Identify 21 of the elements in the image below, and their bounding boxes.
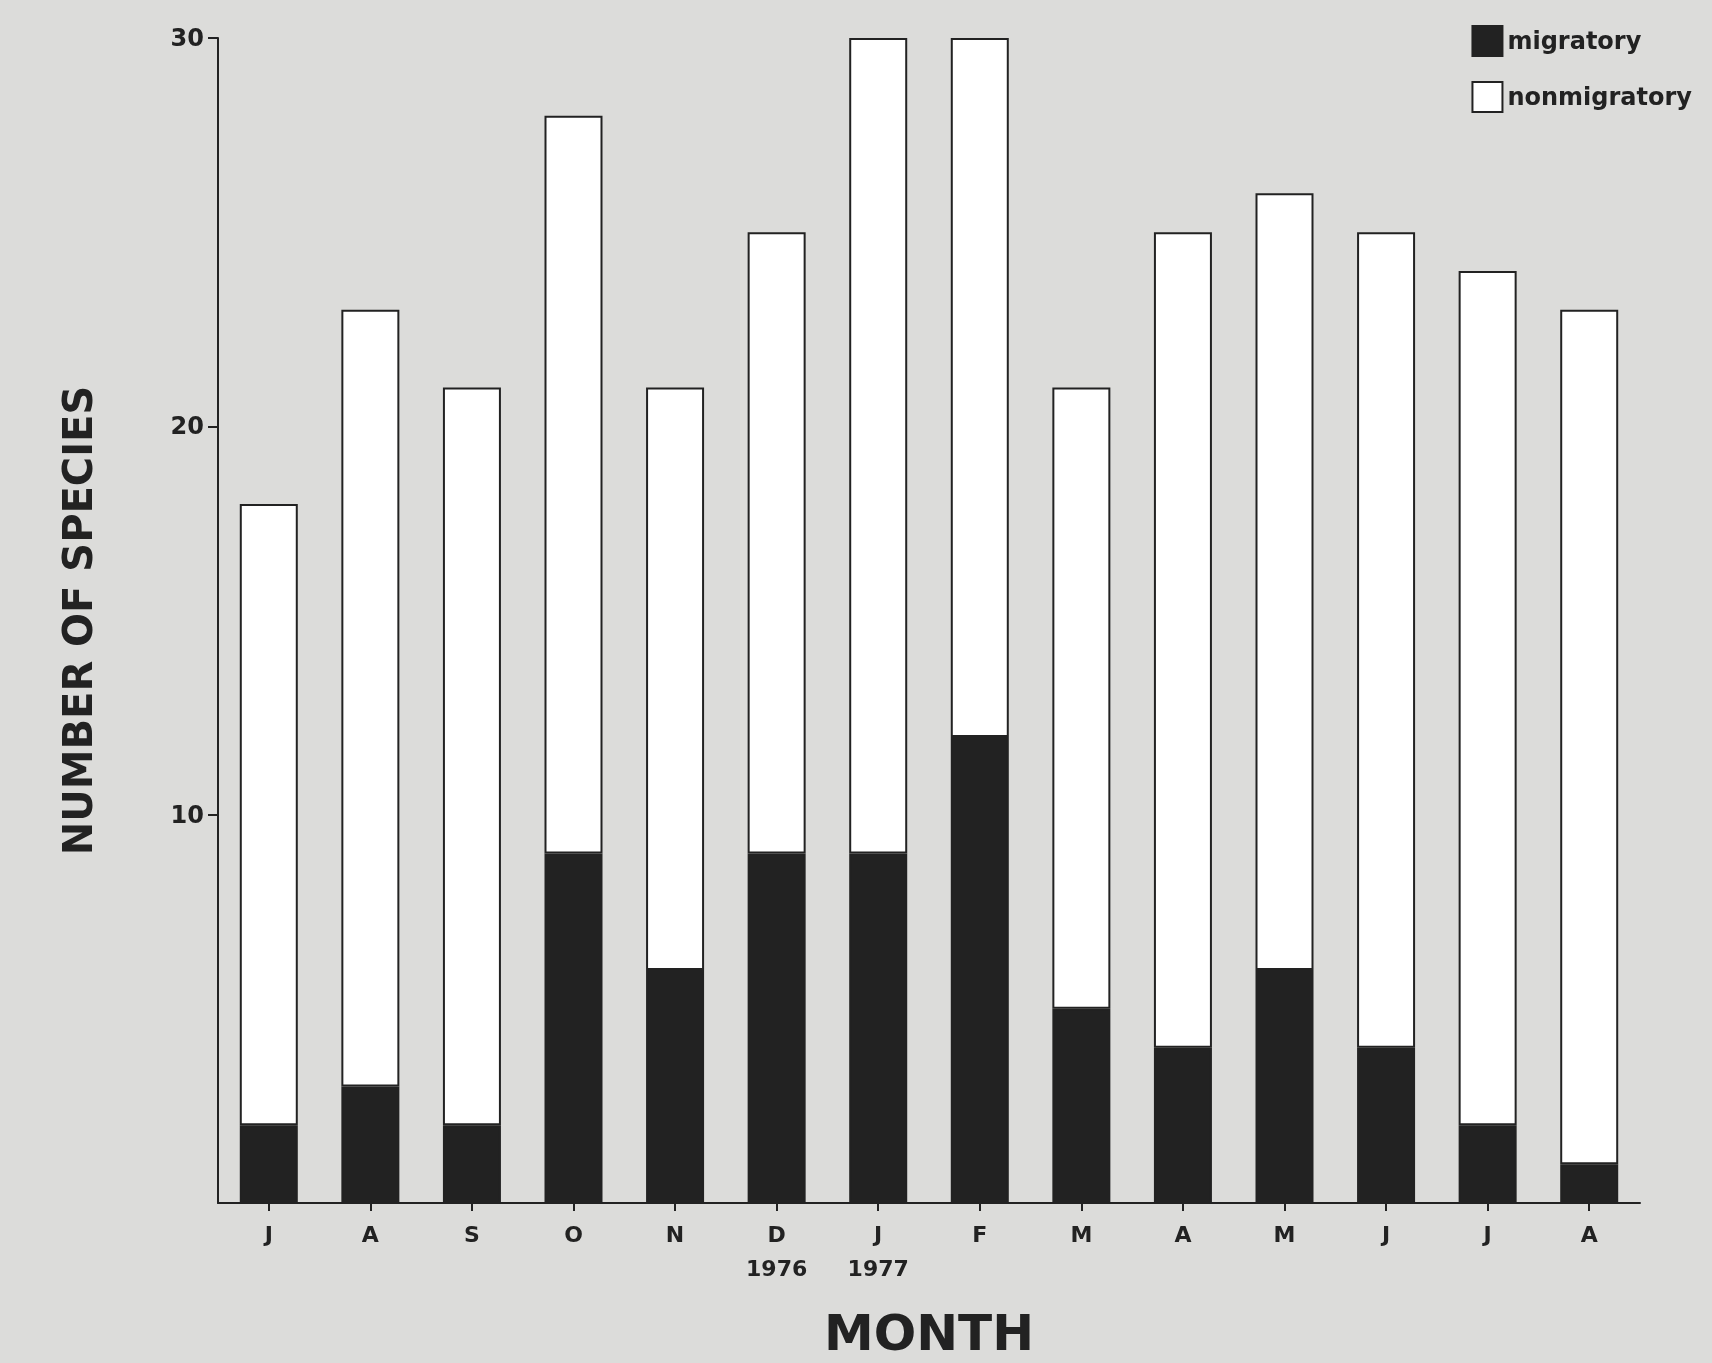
x-tick-label: S (464, 1221, 480, 1247)
y-tick-label: 10 (170, 800, 204, 829)
x-tick-label: J (1481, 1221, 1492, 1247)
x-tick-label: A (1580, 1221, 1598, 1247)
legend-label: migratory (1507, 27, 1642, 55)
x-tick-label: J (262, 1221, 273, 1247)
y-tick-label: 30 (170, 24, 204, 52)
x-tick-label: J 1977 (847, 1221, 909, 1281)
x-tick-label: N (665, 1221, 685, 1247)
x-tick-label: A (361, 1221, 379, 1247)
x-tick-label: O (564, 1221, 583, 1247)
y-tick-label: 20 (170, 412, 204, 441)
x-tick-label: M (1273, 1221, 1296, 1247)
x-axis-title: MONTH (823, 1304, 1035, 1362)
x-tick-label: M (1070, 1221, 1093, 1247)
x-tick-label: F (972, 1221, 988, 1247)
x-tick-label: J (1379, 1221, 1391, 1247)
x-tick-label: A (1174, 1221, 1192, 1247)
y-axis-title: NUMBER OF SPECIES (55, 385, 101, 856)
legend-label: nonmigratory (1507, 83, 1693, 111)
x-tick-label: D 1976 (746, 1221, 808, 1281)
